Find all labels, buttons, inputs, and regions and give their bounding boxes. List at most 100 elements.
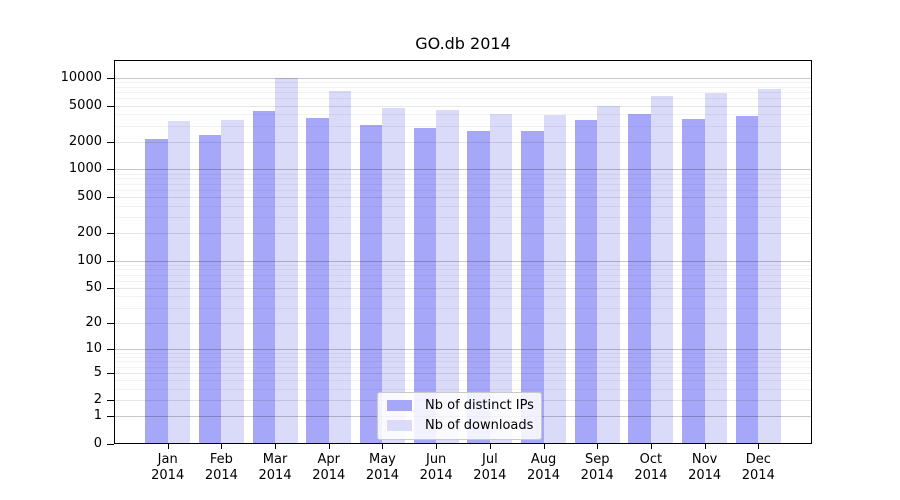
legend-item-downloads: Nb of downloads [387, 418, 534, 433]
gridline-5 [114, 372, 812, 374]
bar-downloads-jun [436, 109, 459, 444]
y-tick-label-1000: 1000 [68, 161, 102, 177]
x-tick-label-oct: Oct 2014 [634, 452, 668, 483]
y-tick-label-2: 2 [93, 392, 102, 408]
x-tick-label-jul: Jul 2014 [473, 452, 507, 483]
minor-gridline-7000 [114, 92, 812, 94]
gridline-200 [114, 233, 812, 235]
gridline-500 [114, 196, 812, 198]
x-tick-dec [758, 444, 760, 449]
y-tick-2 [107, 400, 114, 402]
bar-downloads-sep [597, 105, 620, 444]
minor-gridline-900 [114, 173, 812, 175]
bar-downloads-aug [543, 115, 567, 444]
minor-gridline-800 [114, 178, 812, 180]
bar-downloads-dec [758, 88, 781, 444]
y-tick-label-5: 5 [93, 364, 102, 380]
y-tick-1000 [107, 169, 114, 171]
gridline-100 [114, 260, 812, 262]
x-tick-oct [650, 444, 652, 449]
x-tick-label-jan: Jan 2014 [151, 452, 185, 483]
gridline-10 [114, 348, 812, 350]
minor-gridline-300 [114, 217, 812, 219]
minor-gridline-4000 [114, 114, 812, 116]
y-tick-label-200: 200 [77, 225, 102, 241]
gridline-1000 [114, 169, 812, 171]
bar-ips-jul [467, 130, 490, 444]
y-tick-label-5000: 5000 [68, 97, 102, 113]
y-tick-label-500: 500 [77, 188, 102, 204]
x-tick-label-aug: Aug 2014 [526, 452, 561, 483]
x-tick-jul [489, 444, 491, 449]
gridline-20 [114, 323, 812, 325]
minor-gridline-80 [114, 269, 812, 271]
minor-gridline-6 [114, 366, 812, 368]
legend-swatch-downloads [387, 420, 412, 431]
y-tick-label-2000: 2000 [68, 133, 102, 149]
minor-gridline-40 [114, 296, 812, 298]
bar-ips-sep [574, 120, 598, 444]
minor-gridline-600 [114, 189, 812, 191]
minor-gridline-8000 [114, 86, 812, 88]
y-tick-label-10000: 10000 [60, 70, 102, 85]
minor-gridline-400 [114, 205, 812, 207]
y-tick-10 [107, 348, 114, 350]
minor-gridline-9000 [114, 82, 812, 84]
bar-downloads-jan [167, 120, 191, 444]
gridline-50 [114, 287, 812, 289]
y-tick-label-1: 1 [93, 408, 102, 424]
minor-gridline-3000 [114, 125, 812, 127]
minor-gridline-9 [114, 352, 812, 354]
x-tick-feb [221, 444, 223, 449]
minor-gridline-30 [114, 307, 812, 309]
minor-gridline-7 [114, 361, 812, 363]
y-tick-label-20: 20 [85, 315, 102, 331]
bar-ips-dec [735, 116, 759, 444]
y-tick-5000 [107, 105, 114, 107]
bar-ips-nov [682, 119, 705, 444]
chart-title: GO.db 2014 [415, 34, 511, 53]
y-tick-5 [107, 372, 114, 374]
x-tick-label-mar: Mar 2014 [258, 452, 292, 483]
x-tick-aug [543, 444, 545, 449]
y-tick-label-0: 0 [93, 436, 102, 451]
bar-ips-mar [252, 110, 276, 444]
y-tick-label-10: 10 [85, 340, 102, 356]
legend-label-distinct-ips: Nb of distinct IPs [425, 398, 534, 413]
legend-label-downloads: Nb of downloads [425, 418, 534, 433]
gridline-10000 [114, 78, 812, 79]
minor-gridline-60 [114, 280, 812, 282]
x-tick-nov [704, 444, 706, 449]
x-tick-label-dec: Dec 2014 [741, 452, 775, 483]
minor-gridline-4 [114, 380, 812, 382]
minor-gridline-6000 [114, 98, 812, 100]
y-tick-0 [107, 444, 114, 445]
y-tick-label-50: 50 [85, 279, 102, 295]
x-tick-sep [597, 444, 599, 449]
y-tick-200 [107, 233, 114, 235]
legend-item-distinct-ips: Nb of distinct IPs [387, 398, 534, 413]
y-tick-50 [107, 287, 114, 289]
bar-downloads-nov [704, 92, 728, 444]
gridline-5000 [114, 105, 812, 107]
y-tick-20 [107, 323, 114, 325]
gridline-2000 [114, 141, 812, 143]
x-tick-label-sep: Sep 2014 [580, 452, 614, 483]
x-tick-label-feb: Feb 2014 [204, 452, 238, 483]
bar-downloads-mar [275, 78, 298, 444]
x-tick-label-jun: Jun 2014 [419, 452, 453, 483]
gridlines-layer [114, 60, 812, 444]
y-tick-label-100: 100 [77, 252, 102, 268]
x-tick-apr [328, 444, 330, 449]
y-tick-10000 [107, 78, 114, 79]
x-tick-jan [167, 444, 169, 449]
bar-downloads-oct [650, 95, 674, 444]
y-tick-500 [107, 196, 114, 198]
x-tick-label-apr: Apr 2014 [312, 452, 346, 483]
bar-ips-may [359, 125, 383, 444]
bar-downloads-feb [221, 119, 244, 444]
x-tick-mar [275, 444, 277, 449]
x-tick-label-may: May 2014 [365, 452, 399, 483]
bar-ips-apr [306, 118, 329, 444]
